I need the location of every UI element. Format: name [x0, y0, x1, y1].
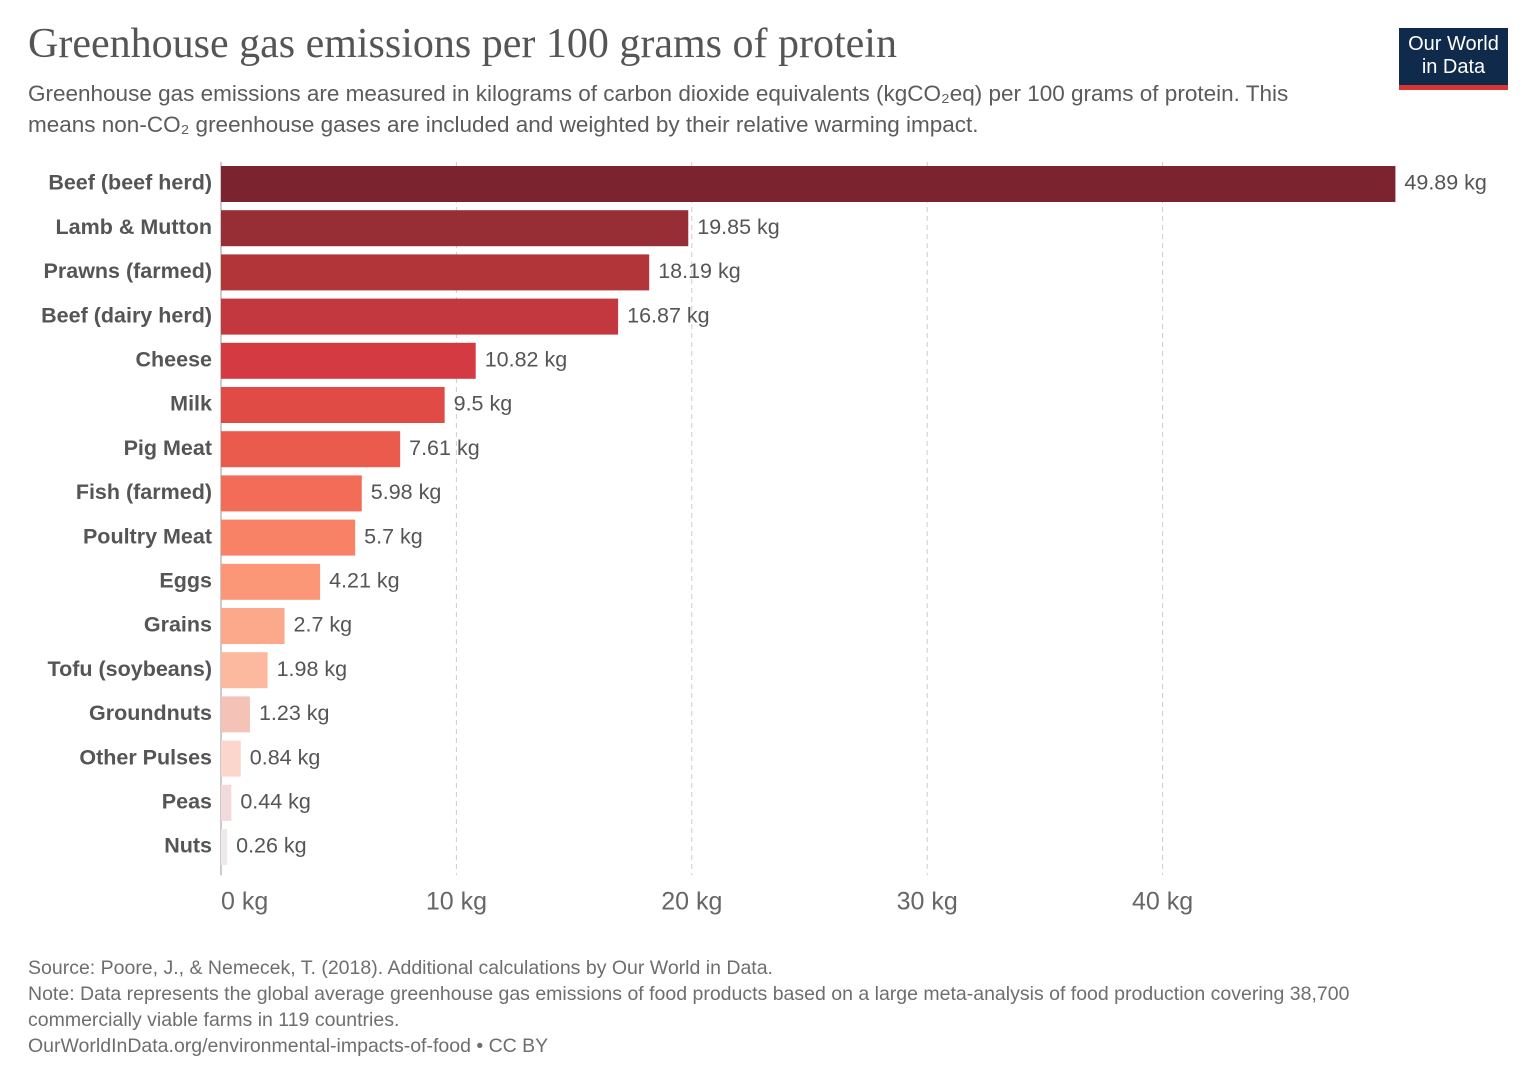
bar	[221, 652, 268, 689]
value-label: 0.84 kg	[250, 745, 321, 769]
category-label: Poultry Meat	[83, 524, 212, 548]
note: Note: Data represents the global average…	[28, 983, 1350, 1031]
value-label: 16.87 kg	[627, 303, 709, 327]
bar	[221, 342, 476, 379]
category-label: Lamb & Mutton	[56, 215, 212, 239]
category-label: Beef (beef herd)	[48, 171, 212, 195]
chart: 0 kg 10 kg 20 kg 30 kg 40 kg 49.89 kg Beef (be…	[41, 162, 1487, 916]
value-label: 0.26 kg	[236, 834, 307, 858]
bar	[221, 475, 362, 512]
bar	[221, 519, 356, 556]
value-label: 7.61 kg	[409, 436, 480, 460]
value-label: 5.7 kg	[364, 524, 423, 548]
value-label: 0.44 kg	[240, 789, 311, 813]
bar	[221, 608, 285, 644]
category-label: Pig Meat	[124, 436, 212, 460]
category-label: Prawns (farmed)	[44, 259, 212, 283]
logo-line: Our World	[1408, 33, 1499, 55]
x-tick-label: 0 kg	[221, 888, 268, 916]
bar	[221, 784, 232, 821]
category-label: Eggs	[159, 568, 212, 592]
source: Source: Poore, J., & Nemecek, T. (2018).…	[28, 957, 773, 979]
value-label: 2.7 kg	[294, 613, 353, 637]
bar	[221, 696, 250, 733]
value-label: 18.19 kg	[658, 259, 740, 283]
category-label: Grains	[144, 613, 212, 637]
value-label: 4.21 kg	[329, 568, 400, 592]
footer: Source: Poore, J., & Nemecek, T. (2018).…	[28, 955, 1428, 1059]
bar	[221, 431, 401, 468]
logo-line: in Data	[1421, 56, 1486, 78]
bar	[221, 298, 619, 335]
bar	[221, 829, 228, 865]
value-label: 19.85 kg	[697, 215, 779, 239]
value-label: 1.98 kg	[277, 657, 348, 681]
category-label: Groundnuts	[89, 701, 212, 725]
category-label: Fish (farmed)	[76, 480, 212, 504]
value-label: 1.23 kg	[259, 701, 330, 725]
bar	[221, 563, 321, 600]
x-tick-label: 30 kg	[897, 888, 958, 916]
category-label: Peas	[162, 789, 212, 813]
category-label: Cheese	[136, 347, 213, 371]
x-tick-label: 10 kg	[426, 888, 487, 916]
value-label: 5.98 kg	[371, 480, 442, 504]
bar	[221, 254, 650, 291]
category-label: Beef (dairy herd)	[41, 303, 212, 327]
category-label: Milk	[170, 392, 212, 416]
value-label: 10.82 kg	[485, 347, 567, 371]
bar	[221, 387, 445, 423]
category-label: Nuts	[164, 834, 212, 858]
category-label: Other Pulses	[79, 745, 212, 769]
category-label: Tofu (soybeans)	[48, 657, 212, 681]
bar	[221, 210, 689, 247]
chart-subtitle: Greenhouse gas emissions are measured in…	[28, 81, 1289, 137]
bar	[221, 740, 241, 777]
chart-title: Greenhouse gas emissions per 100 grams o…	[28, 21, 897, 67]
bar	[221, 166, 1396, 202]
url: OurWorldInData.org/environmental-impacts…	[28, 1035, 549, 1057]
logo: Our World in Data	[1399, 28, 1508, 90]
value-label: 49.89 kg	[1404, 171, 1486, 195]
x-tick-label: 20 kg	[661, 888, 722, 916]
value-label: 9.5 kg	[454, 392, 513, 416]
x-tick-label: 40 kg	[1132, 888, 1193, 916]
